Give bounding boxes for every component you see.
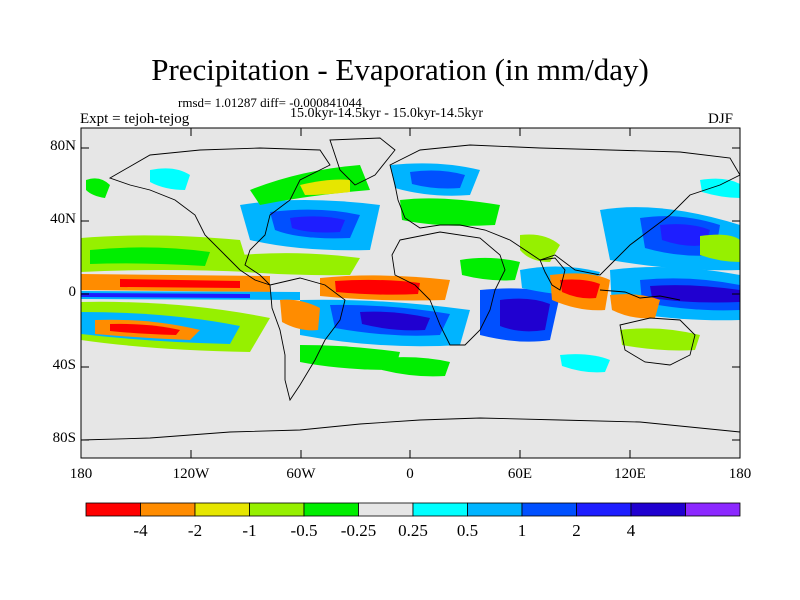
lon-ticks [190,128,631,458]
pe-field-patch [90,247,210,266]
coastline-maritime-continent [599,289,681,301]
lat-label: 0 [68,284,77,300]
colorbar-box [303,502,359,517]
lat-label: 40S [52,357,76,373]
colorbar-label: 0.5 [456,521,479,540]
pe-field-patch [380,357,450,377]
pe-field-patch [660,224,710,246]
colorbar-label: 4 [626,521,636,540]
colorbar-box [140,502,196,517]
lat-label: 80N [50,138,76,154]
lat-label: 40N [50,211,76,227]
coastline-north-america [108,147,331,286]
pe-field-patch [280,299,320,331]
season-label: DJF [708,111,734,127]
lon-label: 180 [69,466,93,482]
pe-field-patch [110,323,180,335]
pe-field-patch [460,257,520,281]
pe-field-patch [300,179,350,195]
colorbar-box [358,502,414,517]
colorbar-label: -0.5 [290,521,318,540]
lat-label: 80S [52,430,76,446]
pe-field-patch [81,293,250,298]
colorbar-box [412,502,468,517]
pe-field-patch [520,234,560,262]
pe-field-patch [86,178,110,198]
pe-field-patch [560,279,600,299]
lon-label: 120E [614,466,646,482]
colorbar-box [194,502,250,517]
colorbar-box [249,502,305,517]
lat-ticks [81,147,740,441]
colorbar-box [467,502,523,517]
rmsd-diff-stats: rmsd= 1.01287 diff= -0.000841044 [178,95,362,110]
pe-field-patch [400,198,500,226]
colorbar-box [630,502,686,517]
lon-label: 120W [172,466,210,482]
pe-field-patch [700,178,740,198]
lon-label: 180 [728,466,752,482]
colorbar-label: 1 [517,521,527,540]
colorbar-label: -4 [133,521,148,540]
pe-field-patch [500,298,550,332]
colorbar-label: 2 [572,521,581,540]
coastline-eurasia [389,144,740,276]
pe-field-patch [700,234,740,262]
pe-field-patch [360,311,430,331]
experiment-label: Expt = tejoh-tejog [80,111,190,127]
lon-label: 60E [507,466,533,482]
coastline-india [539,257,566,291]
colorbar-label: -1 [242,521,257,540]
pe-field-patch [120,279,240,288]
coastline-africa [391,231,506,346]
plot-title: Precipitation - Evaporation (in mm/day) [151,52,649,87]
pe-field-patch [300,345,400,370]
colorbar [85,502,741,517]
colorbar-label: 0.25 [398,521,428,540]
pe-field-patch [620,328,700,351]
coastlines [81,137,740,441]
colorbar-box [685,502,741,517]
period-comparison: 15.0kyr-14.5kyr - 15.0kyr-14.5kyr [290,106,484,121]
pe-field-patch [290,216,345,233]
lon-label: 0 [406,466,414,482]
pe-field-patch [240,253,360,276]
pe-field-patch [410,170,465,189]
coastline-antarctica [81,417,740,441]
colorbar-label: -2 [187,521,203,540]
pe-field-patch [150,168,190,190]
coastline-australia [619,317,696,366]
colorbar-label: -0.25 [340,521,377,540]
pe-anomaly-field [81,163,740,377]
colorbar-box [521,502,577,517]
coastline-greenland [329,137,396,186]
pe-field-patch [335,279,420,295]
pe-field-patch [610,294,660,319]
colorbar-box [576,502,632,517]
colorbar-box [85,502,141,517]
lon-label: 60W [286,466,316,482]
coastline-south-america [269,277,346,402]
pe-field-patch [560,354,610,373]
